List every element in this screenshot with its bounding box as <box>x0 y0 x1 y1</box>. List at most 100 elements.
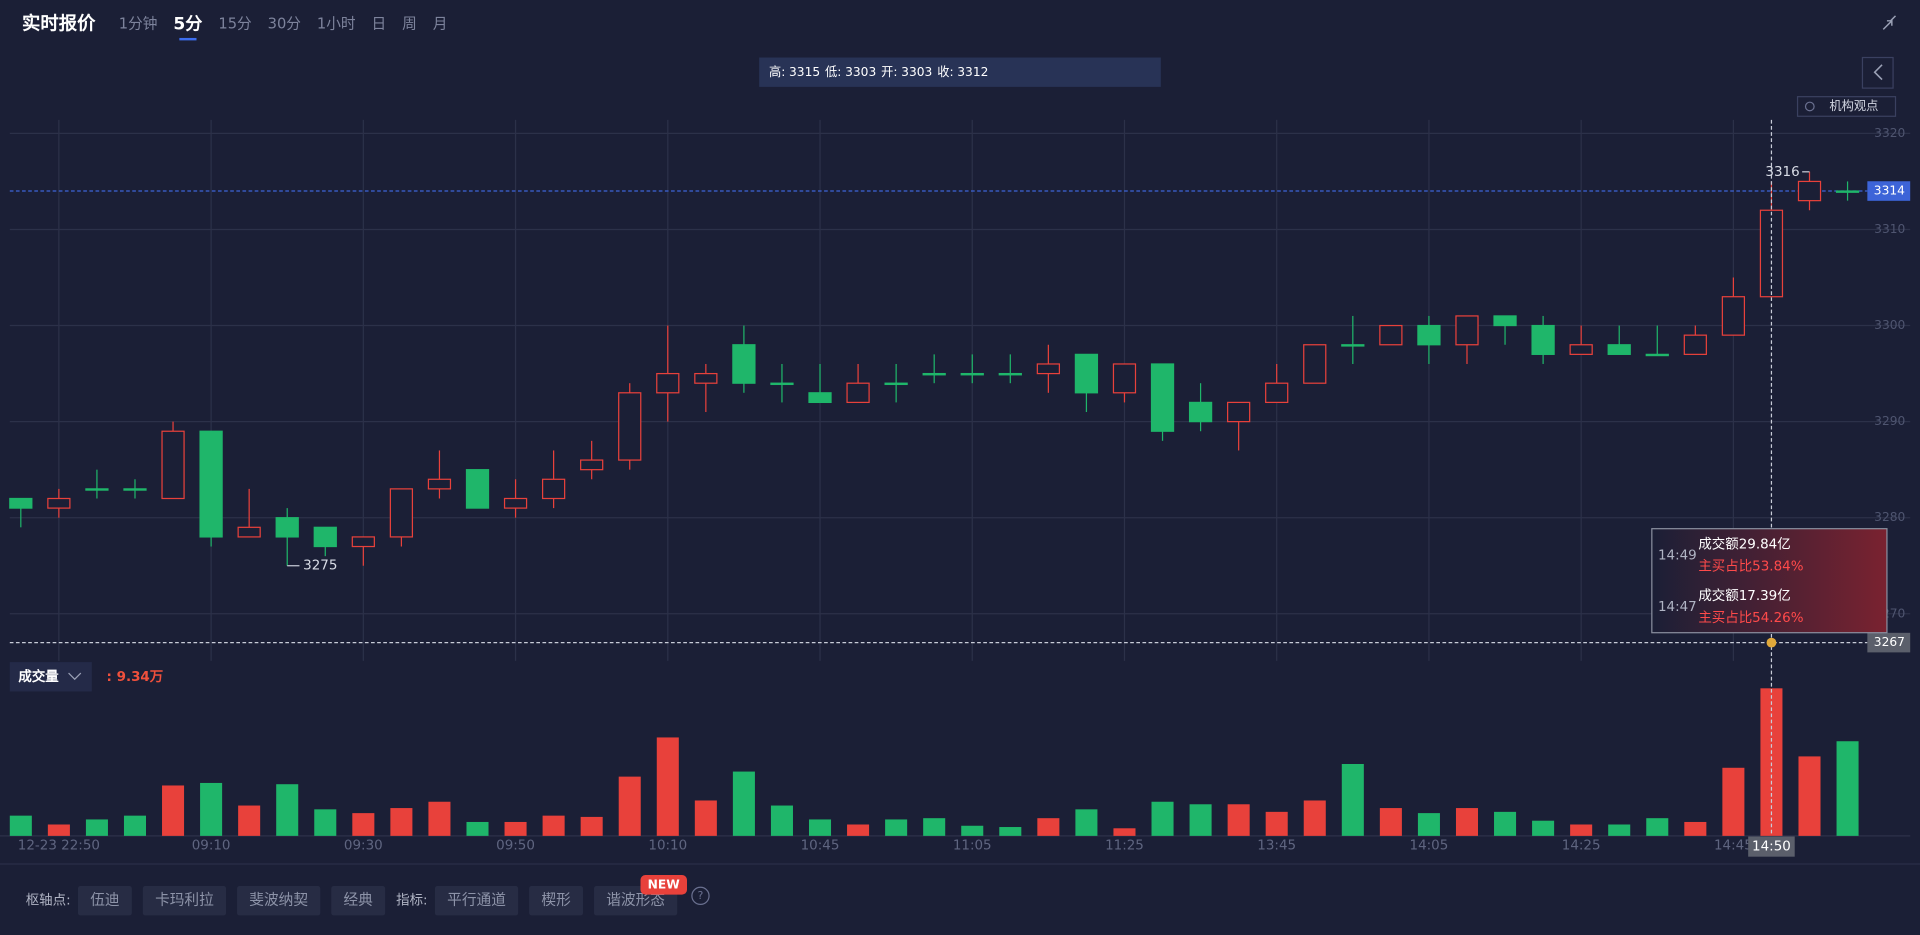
x-tick-label: 14:45 <box>1714 839 1753 854</box>
collapse-icon[interactable] <box>1882 15 1897 30</box>
volume-bar <box>85 819 108 836</box>
candle-body <box>1303 344 1327 384</box>
x-tick-label: 10:45 <box>801 839 840 854</box>
help-icon[interactable] <box>691 886 710 906</box>
volume-bar <box>1798 756 1821 836</box>
pivot-chip[interactable]: 经典 <box>344 892 374 909</box>
candle-body <box>884 382 908 386</box>
candle-body <box>1379 324 1403 346</box>
volume-bar <box>618 776 641 836</box>
ohlc-key: 低: <box>825 65 841 79</box>
volume-bar <box>808 819 832 836</box>
period-tab[interactable]: 1分钟 <box>119 15 158 32</box>
app-title: 实时报价 <box>22 12 96 34</box>
period-tab[interactable]: 月 <box>433 15 448 32</box>
candle-body <box>1835 190 1860 193</box>
x-tick-label: 13:45 <box>1257 839 1296 854</box>
flow-tip-box <box>1651 528 1888 634</box>
volume-bar <box>1075 809 1098 836</box>
period-tab[interactable]: 日 <box>372 15 387 32</box>
volume-label: : 9.34万 <box>107 669 164 685</box>
volume-bar <box>1113 828 1136 836</box>
candle-body <box>123 488 147 491</box>
opinion-button[interactable]: 机构观点 <box>1796 96 1897 117</box>
candle-body <box>1036 363 1060 375</box>
indicator-chip[interactable]: 平行通道 <box>447 892 506 909</box>
x-tick-label: 12-23 22:50 <box>18 839 100 854</box>
volume-bar <box>200 782 223 836</box>
candle-body <box>1074 353 1099 394</box>
side-toggle[interactable] <box>1861 56 1894 89</box>
ohlc-key: 高: <box>769 64 785 79</box>
x-tick-label: 14:05 <box>1410 839 1449 854</box>
ohlc-value: 3315 <box>789 65 820 79</box>
candle-body <box>1683 334 1707 355</box>
toolbar-label: 指标: <box>396 893 427 909</box>
crosshair-y-label: 3267 <box>1874 635 1905 649</box>
volume-bar <box>999 827 1022 836</box>
pivot-chip[interactable]: 卡玛利拉 <box>155 892 214 909</box>
period-tab[interactable]: 1小时 <box>317 15 356 32</box>
pivot-chip[interactable]: 斐波纳契 <box>249 892 308 909</box>
volume-bar <box>1608 824 1631 836</box>
candle-body <box>1493 315 1517 327</box>
y-tick-label: 3310 <box>1874 222 1905 236</box>
period-tab[interactable]: 30分 <box>268 15 302 32</box>
candle-body <box>808 392 832 404</box>
ohlc-value: 3303 <box>845 65 876 79</box>
y-tick-label: 3300 <box>1874 318 1905 332</box>
candle-body <box>960 372 984 376</box>
volume-bar <box>1722 767 1745 836</box>
ohlc-key: 收: <box>937 65 953 79</box>
candle-body <box>85 488 109 491</box>
candle-body <box>1188 401 1213 423</box>
candle-body <box>275 517 299 538</box>
pivot-chip-bg[interactable] <box>142 886 227 916</box>
indicator-chip[interactable]: 楔形 <box>541 892 571 909</box>
candle-body <box>161 430 185 500</box>
indicator-chip-bg[interactable] <box>529 886 583 916</box>
opinion-label[interactable]: 机构观点 <box>1829 98 1878 113</box>
volume-bar <box>352 813 375 836</box>
volume-bar <box>961 825 984 836</box>
volume-bar <box>1532 820 1555 836</box>
candle-body <box>1341 344 1365 347</box>
volume-bar <box>1836 741 1859 836</box>
y-tick-label: 3320 <box>1874 126 1905 140</box>
x-tick-label: 10:10 <box>648 839 687 854</box>
candle-body <box>580 459 604 471</box>
indicator-chip[interactable]: 谐波形态 <box>606 892 665 909</box>
indicator-chip-bg[interactable] <box>434 886 519 916</box>
volume-bar <box>694 800 717 836</box>
volume-bar <box>542 815 565 836</box>
volume-name[interactable]: 成交量 <box>18 668 59 685</box>
volume-bar <box>732 771 755 836</box>
candle-body <box>1569 344 1593 355</box>
pivot-chip-bg[interactable] <box>237 886 321 916</box>
volume-bar <box>1379 808 1402 836</box>
pivot-chip-bg[interactable] <box>77 886 132 916</box>
pivot-chip[interactable]: 伍迪 <box>90 892 120 909</box>
volume-selector[interactable]: 成交量 <box>9 662 92 692</box>
candle-body <box>1607 344 1631 355</box>
volume-bar <box>885 819 908 836</box>
volume-bar <box>1646 818 1669 836</box>
candle-body <box>770 382 794 386</box>
period-tab[interactable]: 周 <box>402 15 417 32</box>
flow-amount: 成交额29.84亿 <box>1698 536 1790 553</box>
crosshair-x-box <box>1748 835 1795 857</box>
period-tab[interactable]: 5分 <box>173 14 202 34</box>
candle-body <box>351 536 375 548</box>
candle-body <box>1265 382 1289 404</box>
period-tab[interactable]: 15分 <box>218 15 252 32</box>
candle-body <box>1721 296 1746 336</box>
crosshair-y-box <box>1867 632 1911 653</box>
flow-ratio: 主买占比53.84% <box>1698 559 1803 575</box>
pivot-chip-bg[interactable] <box>331 886 386 916</box>
volume-bar <box>1265 811 1288 836</box>
help-text[interactable]: ? <box>698 889 704 902</box>
volume-bar <box>47 824 70 836</box>
volume-bar <box>1227 804 1250 836</box>
